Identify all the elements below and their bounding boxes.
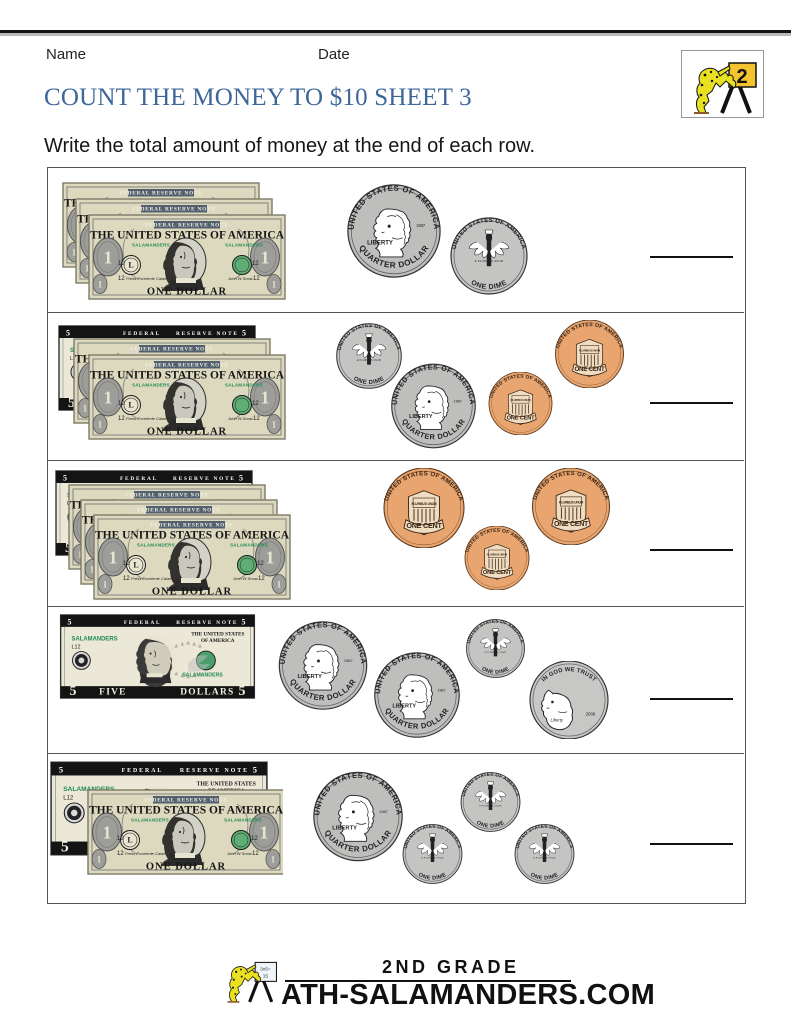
- svg-text:15: 15: [263, 973, 269, 979]
- svg-text:2: 2: [736, 66, 747, 88]
- svg-text:3x5=: 3x5=: [260, 966, 271, 972]
